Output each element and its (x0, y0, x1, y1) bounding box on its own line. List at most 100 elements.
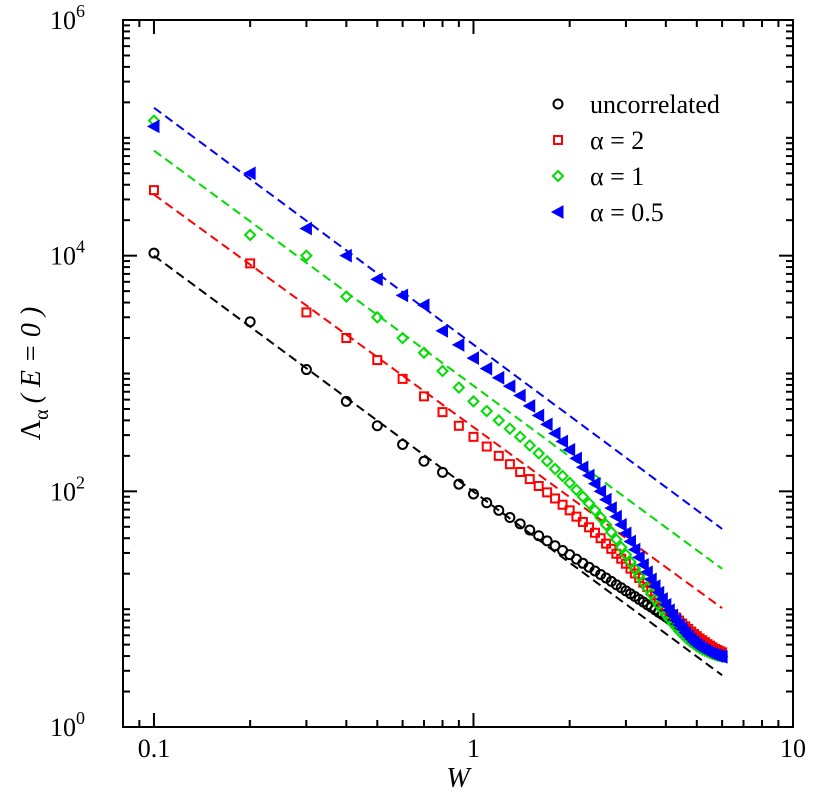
data-point (481, 441, 492, 452)
data-point (493, 504, 505, 516)
legend-label: α = 2 (590, 126, 644, 155)
data-point (584, 522, 595, 533)
data-point (623, 534, 636, 549)
y-tick-label-exponent: 4 (76, 237, 85, 257)
data-point (576, 490, 590, 504)
data-point (467, 394, 480, 408)
data-point (301, 307, 312, 318)
y-tick-label-base: 10 (50, 713, 76, 742)
data-point (466, 351, 479, 365)
axis-ticks (122, 19, 794, 728)
data-point (243, 228, 257, 242)
data-point (451, 338, 465, 352)
data-point (555, 434, 569, 449)
y-tick-label-exponent: 2 (76, 472, 85, 492)
data-point (437, 466, 449, 478)
data-point (601, 538, 612, 549)
data-point (148, 185, 159, 196)
data-point (372, 355, 383, 366)
data-point (619, 548, 633, 562)
data-point (614, 540, 628, 554)
data-point (502, 379, 516, 394)
y-tick-label: 102 (50, 472, 85, 506)
data-point (609, 509, 622, 524)
data-point (243, 166, 256, 181)
data-point (148, 247, 160, 259)
data-point (480, 404, 494, 418)
data-point (452, 381, 466, 394)
data-point (571, 511, 582, 522)
data-point (533, 480, 544, 491)
y-axis-title-sub: α (31, 409, 53, 420)
legend-marker (550, 205, 564, 219)
data-point (370, 310, 384, 324)
data-point (396, 331, 410, 345)
y-tick-label: 104 (50, 237, 85, 271)
x-tick-label: 0.1 (138, 734, 171, 763)
plot-frame (122, 19, 794, 728)
data-point (562, 442, 576, 457)
data-point (614, 517, 627, 532)
data-point (436, 364, 449, 378)
data-point (604, 525, 618, 539)
data-point (299, 249, 313, 263)
data-point (540, 454, 554, 468)
data-point (435, 324, 449, 338)
data-point (595, 533, 606, 544)
data-point (541, 535, 553, 547)
legend-label: α = 1 (590, 162, 644, 191)
fit-line (153, 149, 723, 570)
data-point (524, 524, 536, 536)
y-axis-title: Λα ( E = 0 ) (16, 307, 53, 440)
data-point (504, 511, 516, 523)
data-point (569, 451, 582, 466)
data-point (453, 478, 465, 490)
data-point (513, 388, 526, 403)
data-point (577, 516, 588, 527)
data-points (146, 114, 729, 664)
legend-label: uncorrelated (590, 90, 720, 119)
data-point (339, 248, 352, 263)
data-point (467, 488, 479, 500)
data-point (299, 221, 312, 236)
data-point (609, 533, 623, 546)
y-tick-label-exponent: 6 (76, 1, 85, 21)
y-tick-label-base: 10 (50, 477, 76, 506)
data-point (244, 316, 256, 328)
data-point (647, 579, 661, 593)
data-point (523, 439, 537, 452)
data-point (453, 420, 464, 431)
data-point (644, 572, 657, 587)
data-point (587, 476, 601, 491)
data-point (570, 483, 583, 497)
data-point (564, 505, 575, 516)
legend: uncorrelated α = 2 α = 1 α = 0.5 (550, 90, 720, 227)
data-point (715, 650, 728, 664)
data-point (503, 422, 517, 436)
data-point (589, 527, 600, 538)
data-point (479, 361, 493, 376)
x-tick-label: 1 (467, 734, 480, 763)
data-point (604, 501, 617, 515)
data-point (370, 272, 383, 287)
data-point (300, 364, 312, 376)
data-point (549, 540, 561, 552)
data-point (640, 565, 653, 580)
y-tick-label-base: 10 (50, 6, 76, 35)
data-point (556, 469, 569, 483)
data-point (542, 487, 553, 498)
data-point (397, 438, 409, 450)
data-point (582, 468, 595, 483)
data-point (540, 417, 553, 432)
data-point (618, 526, 632, 541)
y-axis-title-rest: ( E = 0 ) (16, 307, 47, 404)
y-tick-label: 100 (50, 708, 85, 742)
data-point (504, 459, 515, 470)
data-point (524, 474, 535, 485)
data-point (146, 119, 160, 134)
data-point (468, 431, 479, 442)
legend-marker (552, 98, 564, 110)
data-point (416, 298, 430, 313)
data-point (548, 462, 562, 476)
x-tick-label: 10 (780, 734, 806, 763)
